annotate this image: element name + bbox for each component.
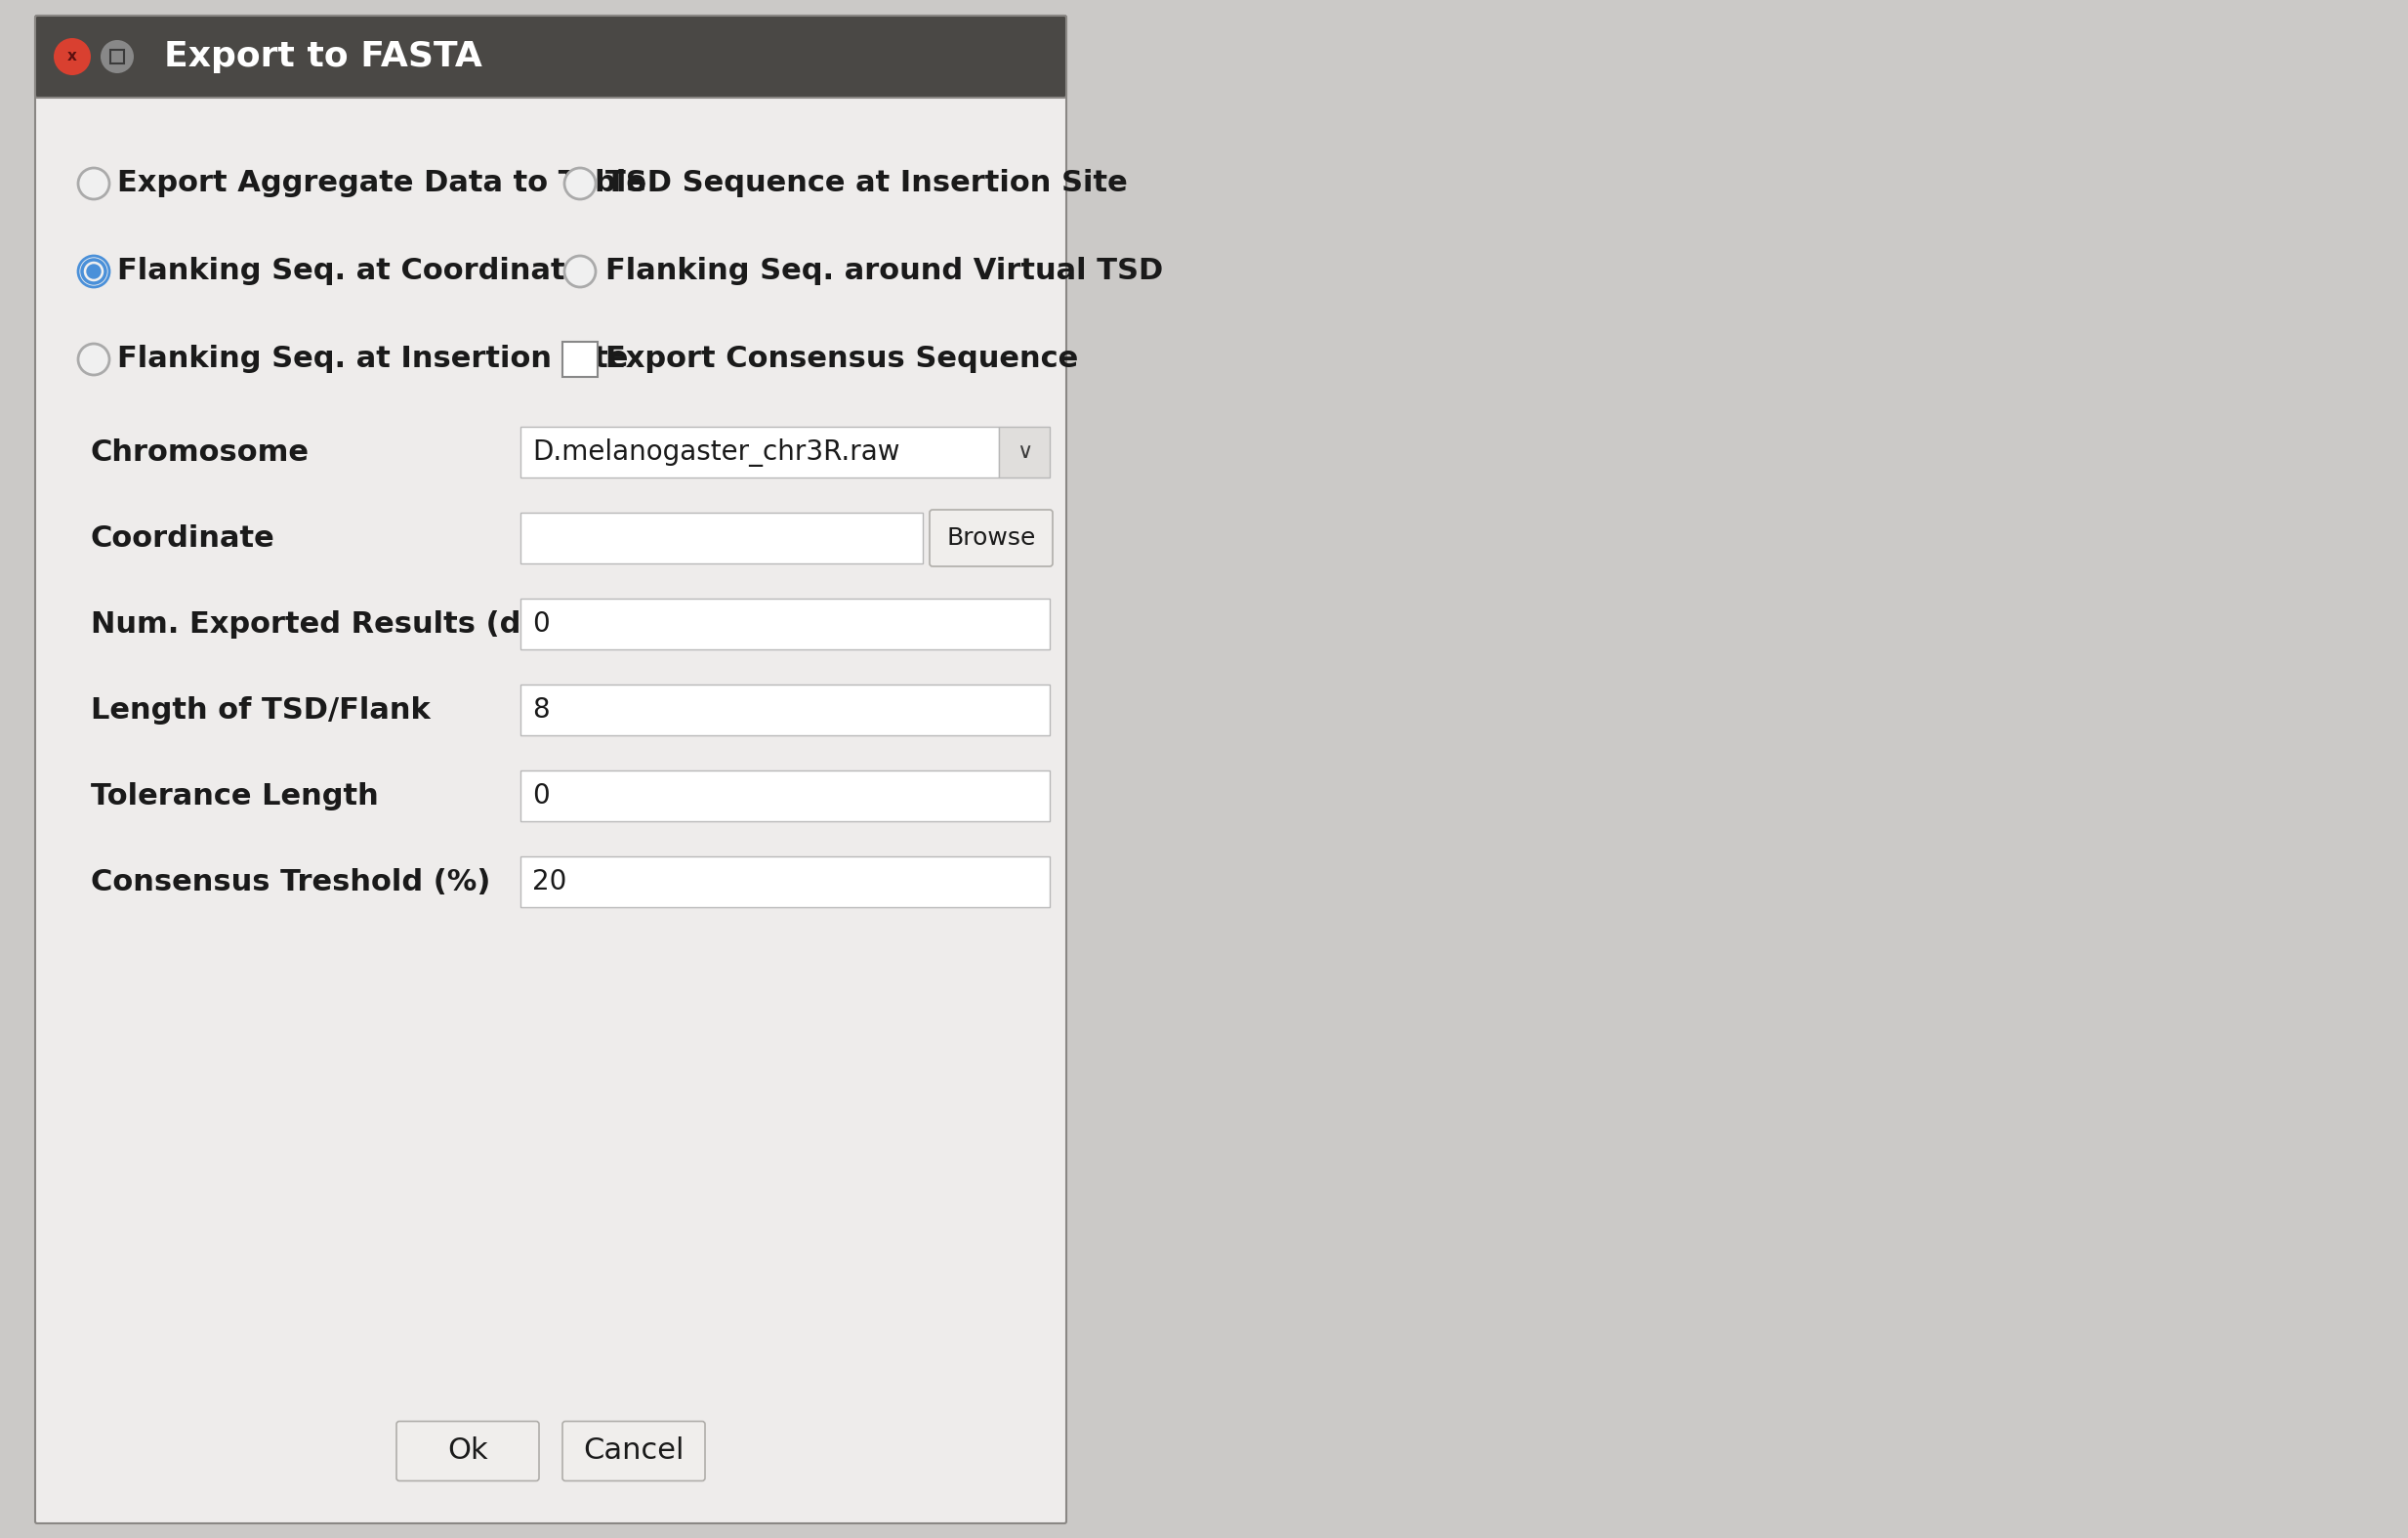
Text: Consensus Treshold (%): Consensus Treshold (%) <box>92 867 491 897</box>
Text: Cancel: Cancel <box>583 1436 684 1466</box>
Circle shape <box>77 343 108 375</box>
Ellipse shape <box>101 40 135 74</box>
Text: Browse: Browse <box>946 526 1035 549</box>
Text: ∨: ∨ <box>1016 443 1033 461</box>
Text: Export Aggregate Data to Table: Export Aggregate Data to Table <box>118 169 645 198</box>
Text: 20: 20 <box>532 867 566 895</box>
Bar <box>520 426 999 477</box>
Text: Ok: Ok <box>448 1436 489 1466</box>
Text: Export Consensus Sequence: Export Consensus Sequence <box>604 345 1079 374</box>
Bar <box>520 598 1050 649</box>
FancyBboxPatch shape <box>563 1421 706 1481</box>
Text: Num. Exported Results (def. best score): Num. Exported Results (def. best score) <box>92 611 763 638</box>
Text: Length of TSD/Flank: Length of TSD/Flank <box>92 695 431 724</box>
Text: Coordinate: Coordinate <box>92 524 275 552</box>
Text: TSD Sequence at Insertion Site: TSD Sequence at Insertion Site <box>604 169 1127 198</box>
Ellipse shape <box>53 38 92 75</box>
Circle shape <box>87 265 101 278</box>
Bar <box>520 771 1050 821</box>
Bar <box>563 341 597 377</box>
Text: Export to FASTA: Export to FASTA <box>164 40 482 74</box>
Bar <box>999 426 1050 477</box>
Bar <box>520 857 1050 907</box>
Circle shape <box>77 255 108 288</box>
FancyBboxPatch shape <box>36 15 1067 97</box>
Text: x: x <box>67 49 77 65</box>
Text: 0: 0 <box>532 611 549 638</box>
Text: Flanking Seq. around Virtual TSD: Flanking Seq. around Virtual TSD <box>604 257 1163 286</box>
Text: Chromosome: Chromosome <box>92 438 311 466</box>
Bar <box>520 684 1050 735</box>
Text: 8: 8 <box>532 697 549 723</box>
Bar <box>111 49 125 63</box>
Text: D.melanogaster_chr3R.raw: D.melanogaster_chr3R.raw <box>532 438 901 466</box>
Text: Flanking Seq. at Insertion Site: Flanking Seq. at Insertion Site <box>118 345 628 374</box>
Text: Tolerance Length: Tolerance Length <box>92 781 378 811</box>
Bar <box>520 512 922 563</box>
FancyBboxPatch shape <box>36 15 1067 1523</box>
Text: 0: 0 <box>532 783 549 809</box>
FancyBboxPatch shape <box>397 1421 539 1481</box>
Circle shape <box>563 255 595 288</box>
FancyBboxPatch shape <box>929 509 1052 566</box>
Text: Flanking Seq. at Coordinate: Flanking Seq. at Coordinate <box>118 257 585 286</box>
Bar <box>36 57 1064 95</box>
Circle shape <box>77 168 108 200</box>
Circle shape <box>563 168 595 200</box>
